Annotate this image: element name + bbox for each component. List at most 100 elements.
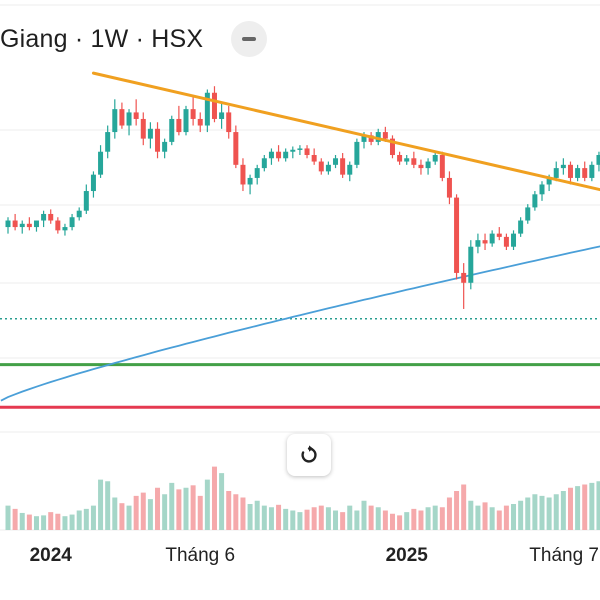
volume-bar [19, 512, 25, 530]
candle-body [69, 217, 75, 228]
x-tick-label: Tháng 7 [529, 545, 599, 566]
volume-bar [546, 497, 552, 530]
candle [389, 135, 395, 159]
volume-bar [511, 504, 517, 530]
candle-body [283, 151, 289, 159]
candle [325, 161, 331, 175]
candlesticks [5, 86, 600, 309]
candle [567, 161, 573, 185]
candle-body [525, 207, 531, 221]
candle-body [575, 168, 581, 178]
candle-body [126, 112, 132, 126]
volume-bar [333, 510, 339, 530]
candle [553, 161, 559, 182]
candle-body [432, 155, 438, 162]
volume-bar [211, 466, 217, 530]
candle-body [55, 220, 61, 231]
candle-body [475, 240, 481, 247]
candle-body [560, 164, 566, 169]
candle [5, 217, 11, 234]
candle [503, 233, 509, 250]
volume-bar [169, 482, 175, 530]
candle-body [26, 223, 32, 228]
volume-bar [418, 510, 424, 530]
candle [12, 213, 18, 231]
candle [297, 145, 303, 155]
candle-body [204, 92, 210, 126]
volume-bar [325, 507, 331, 530]
volume-bar [525, 497, 531, 530]
candle-body [5, 220, 11, 228]
minus-icon [242, 37, 257, 41]
volume-bar [518, 500, 524, 530]
candle-body [382, 132, 388, 139]
volume-bar [454, 491, 460, 530]
candle-body [532, 194, 538, 208]
candle-body [347, 164, 353, 175]
volume-bar [204, 479, 210, 530]
candle [162, 138, 168, 159]
chart-header: Giang · 1W · HSX [0, 21, 268, 57]
volume-bar [276, 504, 282, 530]
candle [90, 171, 96, 198]
volume-bar [539, 495, 545, 530]
candle [140, 112, 146, 146]
volume-bar [354, 510, 360, 530]
candle-body [219, 112, 225, 119]
volume-bar [468, 500, 474, 530]
candle [304, 145, 310, 159]
volume-bar [283, 508, 289, 530]
candle-body [411, 158, 417, 165]
volume-bar [397, 515, 403, 530]
candle-body [404, 158, 410, 162]
candle-body [240, 164, 246, 185]
volume-bar [553, 494, 559, 530]
volume-bar [105, 481, 111, 530]
candle [55, 217, 61, 234]
candle [119, 102, 125, 129]
candle-body [368, 135, 374, 142]
volume-bar [439, 507, 445, 530]
candle [525, 204, 531, 224]
candle-body [446, 177, 452, 198]
candle [432, 151, 438, 165]
candle [333, 155, 339, 169]
candle [468, 240, 474, 290]
candle [219, 102, 225, 129]
candle-body [169, 118, 175, 142]
volume-bar [375, 507, 381, 530]
candle [439, 151, 445, 182]
candle-body [147, 128, 153, 139]
candle [375, 128, 381, 146]
candle-body [247, 177, 253, 185]
ma-line [0, 245, 600, 402]
trendline [91, 71, 600, 192]
volume-bar [226, 491, 232, 530]
volume-bar [404, 512, 410, 530]
volume-bar [98, 479, 104, 530]
volume-bar [62, 516, 68, 530]
candle [155, 122, 161, 159]
candle-body [333, 158, 339, 165]
volume-bar [560, 491, 566, 530]
candle [311, 148, 317, 165]
candle [183, 105, 189, 136]
candle-body [176, 118, 182, 133]
volume-bar [475, 505, 481, 530]
x-tick-label: 2024 [29, 545, 72, 566]
volume-bar [461, 484, 467, 530]
candle [133, 99, 139, 126]
reset-rotate-icon [301, 445, 317, 463]
collapse-button[interactable] [231, 21, 268, 57]
volume-bar [69, 514, 75, 530]
candle [247, 174, 253, 195]
chart-symbol-title: Giang · 1W · HSX [0, 24, 204, 53]
candle [240, 158, 246, 192]
volume-bar [83, 508, 89, 530]
reset-chart-button[interactable] [287, 434, 331, 476]
volume-bar [133, 495, 139, 530]
candle [83, 184, 89, 214]
candle-body [297, 148, 303, 150]
candle-body [375, 132, 381, 142]
